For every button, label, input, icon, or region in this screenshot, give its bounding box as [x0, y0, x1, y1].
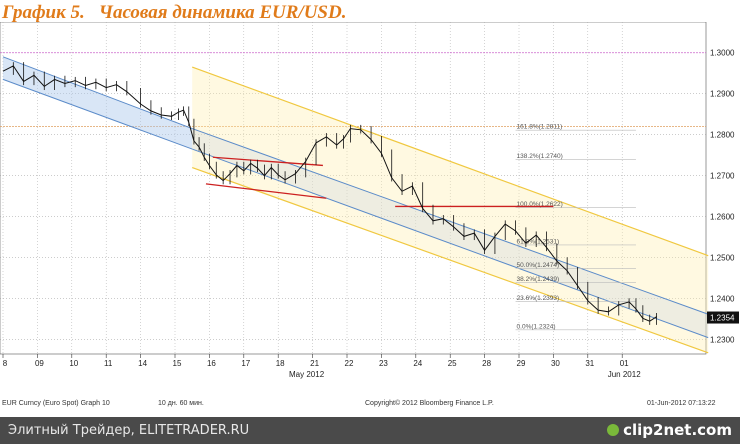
fib-label: 100.0%(1.2622): [517, 201, 563, 208]
x-tick-label: 31: [585, 359, 594, 368]
x-tick-label: 21: [310, 359, 319, 368]
x-tick-label: 28: [482, 359, 491, 368]
x-tick-label: 22: [345, 359, 354, 368]
blue-channel-upper: [2, 56, 193, 130]
blue-channel-lower: [2, 78, 193, 150]
y-tick-label: 1.2500: [710, 254, 735, 263]
y-tick-label: 1.3000: [710, 49, 735, 58]
clip2net-logo: clip2net.com: [607, 421, 732, 439]
x-tick-label: 25: [448, 359, 457, 368]
chart-title-number: График 5.: [2, 2, 85, 23]
period-info: 10 дн. 60 мин.: [158, 400, 204, 407]
red-trendline-upper: [212, 156, 323, 167]
y-tick-label: 1.2900: [710, 90, 735, 99]
x-tick-label: 8: [3, 359, 8, 368]
clip2net-text: clip2net.com: [623, 421, 732, 439]
red-trendline-lower: [205, 183, 327, 199]
yellow-channel-fill: [192, 67, 709, 353]
y-tick-label: 1.2300: [710, 336, 735, 345]
blue-channel-fill: [192, 128, 709, 338]
blue-channel-fill-early: [3, 56, 193, 150]
fib-label: 50.0%(1.2474): [517, 262, 560, 269]
x-tick-label: 01: [620, 359, 629, 368]
y-tick-label: 1.2400: [710, 295, 735, 304]
x-tick-label: 18: [276, 359, 285, 368]
fib-label: 61.8%(1.2531): [517, 238, 560, 245]
x-tick-label: 11: [104, 359, 113, 368]
fib-label: 23.6%(1.2393): [517, 295, 560, 302]
fib-label: 161.8%(1.2811): [517, 124, 563, 131]
fib-label: 38.2%(1.2439): [517, 276, 560, 283]
timestamp-info: 01-Jun-2012 07:13:22: [647, 400, 716, 407]
x-tick-label: 17: [241, 359, 250, 368]
fib-label: 0.0%(1.2324): [517, 323, 556, 330]
yellow-channel-upper: [191, 66, 709, 257]
x-tick-label: 10: [69, 359, 78, 368]
last-price-label: 1.2354: [710, 314, 735, 323]
x-tick-label: 14: [138, 359, 147, 368]
yellow-channel-lower: [191, 166, 709, 354]
copyright-info: Copyright© 2012 Bloomberg Finance L.P.: [365, 400, 494, 407]
month-label: Jun 2012: [608, 370, 641, 379]
x-tick-label: 29: [517, 359, 526, 368]
x-tick-label: 30: [551, 359, 560, 368]
x-tick-label: 16: [207, 359, 216, 368]
last-price-box: [707, 311, 739, 324]
clip2net-icon: [607, 424, 620, 436]
ticker-info: EUR Curncy (Euro Spot) Graph 10: [2, 400, 110, 407]
blue-channel-line: [192, 128, 709, 315]
y-tick-label: 1.2800: [710, 131, 735, 140]
x-tick-label: 23: [379, 359, 388, 368]
price-chart: 1.3000 1.2900 1.2800 1.2700 1.2600 1.2500 1.24…: [0, 22, 739, 379]
month-label: May 2012: [289, 370, 325, 379]
y-tick-label: 1.2700: [710, 172, 735, 181]
footer-source: Элитный Трейдер, ELITETRADER.RU: [8, 423, 250, 438]
x-tick-label: 24: [413, 359, 422, 368]
x-tick-label: 09: [35, 359, 44, 368]
fib-label: 138.2%(1.2740): [517, 153, 563, 160]
footer-bar: Элитный Трейдер, ELITETRADER.RU clip2net…: [0, 417, 740, 444]
blue-channel-line: [192, 148, 709, 339]
x-tick-label: 15: [173, 359, 182, 368]
chart-title-text: Часовая динамика EUR/USD.: [98, 2, 347, 23]
y-tick-label: 1.2600: [710, 213, 735, 222]
chart-title: График 5. Часовая динамика EUR/USD.: [2, 2, 346, 24]
